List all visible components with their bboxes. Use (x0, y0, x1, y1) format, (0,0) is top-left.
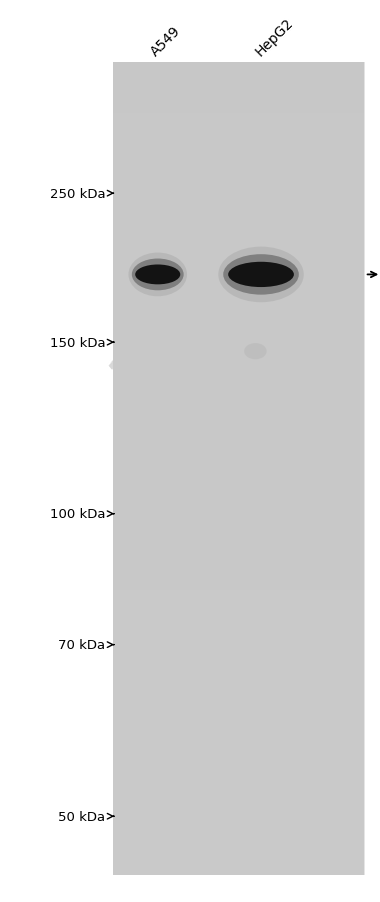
Text: 150 kDa: 150 kDa (49, 336, 105, 349)
FancyBboxPatch shape (113, 63, 364, 875)
Text: 50 kDa: 50 kDa (58, 810, 105, 823)
Ellipse shape (228, 262, 294, 288)
Ellipse shape (218, 247, 304, 303)
Text: 250 kDa: 250 kDa (49, 188, 105, 200)
Ellipse shape (135, 265, 180, 285)
Ellipse shape (128, 253, 187, 297)
Ellipse shape (223, 255, 299, 295)
Text: A549: A549 (148, 23, 183, 59)
Ellipse shape (244, 344, 267, 360)
Text: WWW.PTGLAB.COM: WWW.PTGLAB.COM (102, 351, 274, 551)
Ellipse shape (132, 259, 184, 291)
Text: 70 kDa: 70 kDa (58, 639, 105, 651)
Text: HepG2: HepG2 (253, 15, 296, 59)
Text: 100 kDa: 100 kDa (50, 508, 105, 520)
